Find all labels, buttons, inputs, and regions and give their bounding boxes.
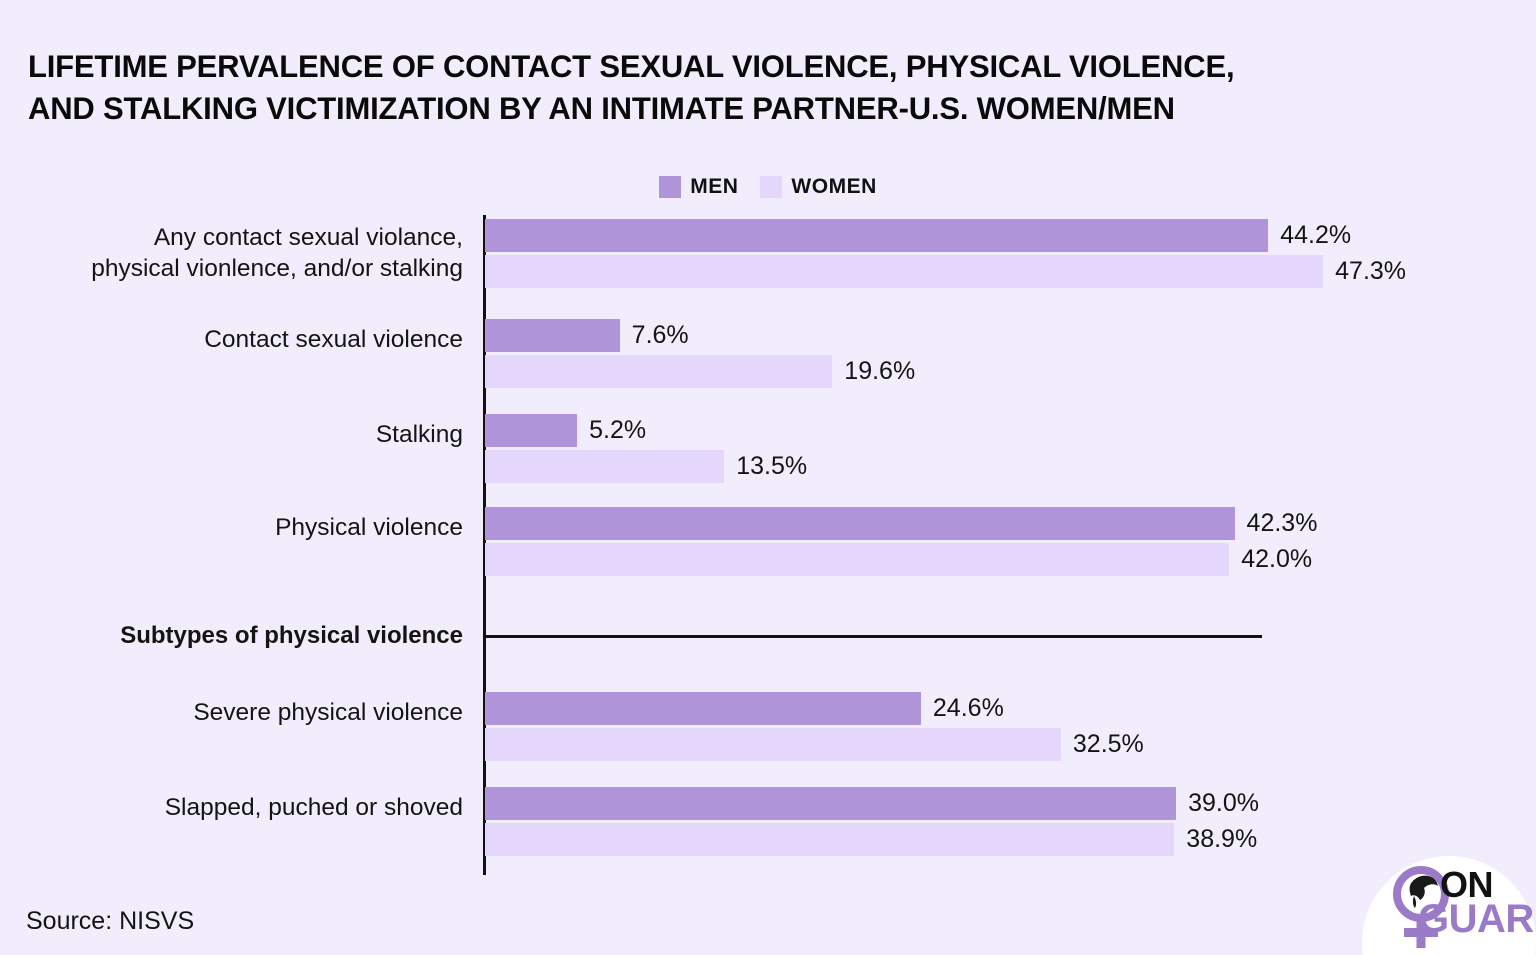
bar-men[interactable] xyxy=(485,219,1269,252)
subtypes-heading-label: Subtypes of physical violence xyxy=(120,622,463,649)
bar-value-men: 5.2% xyxy=(589,416,647,444)
bar-value-men: 44.2% xyxy=(1280,221,1352,249)
bar-women[interactable] xyxy=(485,728,1061,761)
category-label: Contact sexual violence xyxy=(204,326,463,353)
y-axis-line xyxy=(483,215,486,875)
category-label: Any contact sexual violance, physical vi… xyxy=(91,224,463,282)
bar-pair: 5.2% 13.5% xyxy=(485,410,807,483)
legend-label-women: WOMEN xyxy=(791,175,877,198)
legend-item-women[interactable]: WOMEN xyxy=(760,175,876,199)
brand-logo[interactable]: ON GUARD xyxy=(1362,856,1536,955)
bar-value-women: 13.5% xyxy=(736,452,808,480)
source-note: Source: NISVS xyxy=(26,907,195,935)
bar-women[interactable] xyxy=(485,823,1175,856)
bar-value-women: 38.9% xyxy=(1186,825,1258,853)
plot-area: Any contact sexual violance, physical vi… xyxy=(0,215,1536,875)
bar-women[interactable] xyxy=(485,355,833,388)
bar-women[interactable] xyxy=(485,543,1230,576)
bar-value-women: 42.0% xyxy=(1241,545,1313,573)
logo-word-on: ON xyxy=(1440,864,1494,905)
legend-swatch-men xyxy=(659,176,682,198)
category-label: Severe physical violence xyxy=(193,699,463,726)
bar-women[interactable] xyxy=(485,255,1324,288)
bar-men[interactable] xyxy=(485,507,1235,540)
category-label: Slapped, puched or shoved xyxy=(164,794,463,821)
bar-men[interactable] xyxy=(485,319,620,352)
bar-value-women: 47.3% xyxy=(1335,257,1407,285)
legend-item-men[interactable]: MEN xyxy=(659,175,738,199)
bar-pair: 39.0% 38.9% xyxy=(485,783,1259,856)
bar-women[interactable] xyxy=(485,450,725,483)
bar-value-women: 19.6% xyxy=(844,357,916,385)
legend-swatch-women xyxy=(760,176,783,198)
logo-word-guard: GUARD xyxy=(1418,897,1536,942)
bar-men[interactable] xyxy=(485,692,921,725)
bar-pair: 44.2% 47.3% xyxy=(485,215,1406,288)
bar-men[interactable] xyxy=(485,787,1177,820)
bar-pair: 42.3% 42.0% xyxy=(485,503,1317,576)
bar-pair: 7.6% 19.6% xyxy=(485,315,915,388)
category-label: Physical violence xyxy=(275,514,463,541)
chart-legend: MEN WOMEN xyxy=(0,175,1536,199)
bar-value-men: 42.3% xyxy=(1246,509,1318,537)
legend-label-men: MEN xyxy=(690,175,739,198)
category-label: Stalking xyxy=(375,421,463,448)
page-title: LIFETIME PERVALENCE OF CONTACT SEXUAL VI… xyxy=(28,48,1235,126)
logo-wordmark: ON GUARD xyxy=(1418,864,1536,939)
bar-value-men: 7.6% xyxy=(631,321,689,349)
bar-pair: 24.6% 32.5% xyxy=(485,688,1144,761)
bar-value-men: 24.6% xyxy=(932,694,1004,722)
bar-men[interactable] xyxy=(485,414,578,447)
bar-value-men: 39.0% xyxy=(1188,789,1259,817)
bar-value-women: 32.5% xyxy=(1072,730,1144,758)
subtypes-divider-line xyxy=(483,635,1262,638)
venus-symbol-with-face-icon xyxy=(1390,864,1452,955)
